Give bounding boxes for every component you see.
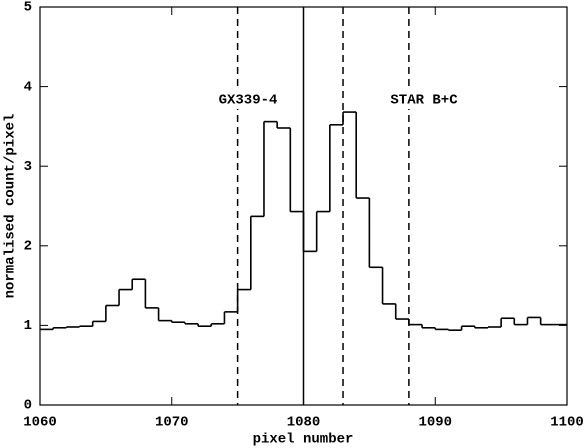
x-tick-label: 1080 (287, 415, 321, 431)
x-tick-label: 1090 (418, 415, 452, 431)
y-tick-label: 4 (24, 79, 32, 95)
annotation: GX339-4 (219, 93, 278, 109)
x-tick-label: 1070 (155, 415, 189, 431)
y-axis-label: normalised count/pixel (3, 114, 19, 299)
x-tick-label: 1060 (23, 415, 57, 431)
y-tick-label: 1 (24, 318, 32, 334)
annotation: STAR B+C (390, 93, 458, 109)
annotation-bg (208, 91, 288, 109)
y-tick-label: 3 (24, 159, 32, 175)
annotation-bg (384, 91, 464, 109)
y-tick-label: 5 (24, 0, 32, 16)
y-tick-label: 0 (24, 398, 32, 414)
x-tick-label: 1100 (550, 415, 584, 431)
y-tick-label: 2 (24, 239, 32, 255)
x-axis-label: pixel number (253, 432, 354, 448)
step-riser (52, 112, 542, 331)
